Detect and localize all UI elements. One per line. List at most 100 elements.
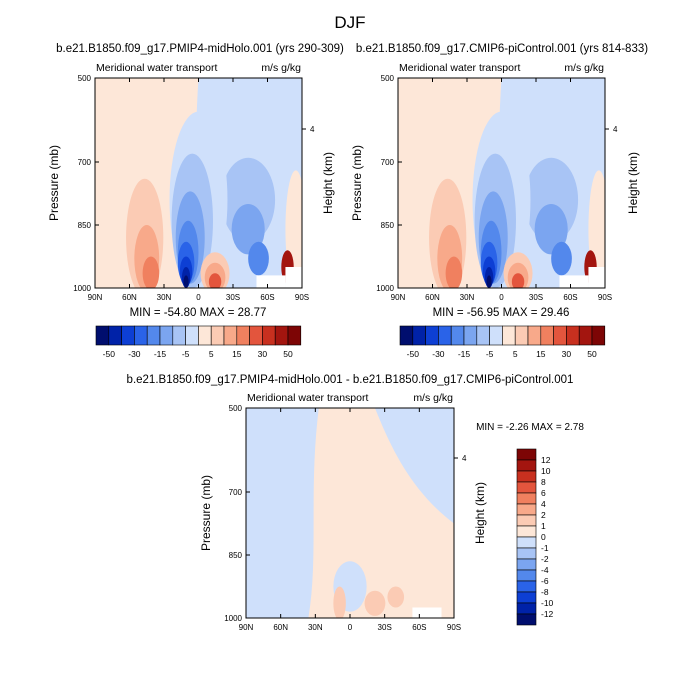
height-tick-label: 4 xyxy=(613,125,618,134)
x-tick-label: 90N xyxy=(88,293,103,302)
y-tick-label: 850 xyxy=(381,221,395,230)
colorbar-swatch xyxy=(236,325,250,346)
colorbar-swatch xyxy=(159,325,174,346)
colorbar-label: -50 xyxy=(103,349,116,359)
contour-blue xyxy=(183,275,189,288)
colorbar-label: -8 xyxy=(541,587,549,597)
colorbar-label: -12 xyxy=(541,609,554,619)
y-tick-label: 700 xyxy=(78,158,92,167)
contour-red xyxy=(445,256,463,288)
colorbar-swatch xyxy=(540,325,554,346)
panel-difference: b.e21.B1850.f09_g17.PMIP4-midHolo.001 - … xyxy=(127,374,584,619)
x-tick-label: 0 xyxy=(499,293,504,302)
contour-red xyxy=(364,590,386,616)
panel-title: b.e21.B1850.f09_g17.CMIP6-piControl.001 … xyxy=(356,43,648,55)
colorbar-label: 30 xyxy=(258,349,268,359)
negative-region xyxy=(374,408,454,524)
x-tick-label: 30N xyxy=(308,623,323,632)
missing-region xyxy=(285,267,302,288)
colorbar-label: -10 xyxy=(541,598,554,608)
contour-red xyxy=(511,273,525,288)
x-tick-label: 30N xyxy=(157,293,172,302)
missing-region xyxy=(256,275,286,288)
y-axis-label: Pressure (mb) xyxy=(199,475,213,551)
colorbar-swatch xyxy=(516,481,537,494)
colorbar-swatch xyxy=(108,325,122,346)
y-tick-label: 1000 xyxy=(73,284,91,293)
colorbar-swatch xyxy=(210,325,225,346)
x-tick-label: 90S xyxy=(295,293,309,302)
colorbar-label: -4 xyxy=(541,565,549,575)
contour-red xyxy=(142,256,160,288)
y-tick-label: 850 xyxy=(229,551,243,560)
colorbar-swatch xyxy=(399,325,414,346)
x-tick-label: 30N xyxy=(460,293,475,302)
colorbar-label: 15 xyxy=(536,349,546,359)
colorbar-swatch xyxy=(463,325,478,346)
y-tick-label: 700 xyxy=(229,488,243,497)
panel-units-label: m/s g/kg xyxy=(261,62,301,74)
panel-midholo: b.e21.B1850.f09_g17.PMIP4-midHolo.001 (y… xyxy=(47,43,344,319)
contour-blue xyxy=(231,204,265,255)
y-tick-label: 500 xyxy=(229,404,243,413)
colorbar-swatch xyxy=(527,325,542,346)
colorbar-swatch xyxy=(516,547,537,560)
contour-blue xyxy=(534,204,568,255)
contour-red xyxy=(333,586,346,618)
panel-picontrol: b.e21.B1850.f09_g17.CMIP6-piControl.001 … xyxy=(350,43,648,319)
x-tick-label: 0 xyxy=(196,293,201,302)
colorbar-swatch xyxy=(516,591,537,604)
colorbar-swatch xyxy=(516,536,537,549)
contour-field xyxy=(398,78,605,288)
colorbar-label: -15 xyxy=(458,349,471,359)
colorbar-swatch xyxy=(412,325,426,346)
height-tick-label: 4 xyxy=(462,454,467,463)
figure-title: DJF xyxy=(334,13,365,32)
x-tick-label: 90N xyxy=(239,623,254,632)
x-tick-label: 60S xyxy=(563,293,577,302)
y-axis-right-label: Height (km) xyxy=(321,152,335,214)
contour-field xyxy=(95,78,302,288)
x-tick-label: 30S xyxy=(378,623,392,632)
colorbar-swatch xyxy=(95,325,110,346)
contour-red xyxy=(208,273,222,288)
colorbar-swatch xyxy=(516,514,537,527)
colorbar-label: -2 xyxy=(541,554,549,564)
y-axis-label: Pressure (mb) xyxy=(47,145,61,221)
colorbar-swatch xyxy=(591,325,606,346)
colorbar-swatch xyxy=(146,325,161,346)
colorbar-label: 30 xyxy=(562,349,572,359)
y-tick-label: 850 xyxy=(78,221,92,230)
negative-region xyxy=(246,408,319,618)
x-tick-label: 30S xyxy=(226,293,240,302)
colorbar-swatch xyxy=(502,325,516,346)
colorbar-label: 5 xyxy=(209,349,214,359)
colorbar-label: 8 xyxy=(541,477,546,487)
y-tick-label: 500 xyxy=(78,74,92,83)
colorbar-swatch xyxy=(516,580,537,593)
colorbar-swatch xyxy=(476,325,490,346)
x-tick-label: 90S xyxy=(447,623,461,632)
colorbar-label: 15 xyxy=(232,349,242,359)
height-tick-label: 4 xyxy=(310,125,315,134)
contour-field xyxy=(246,408,454,618)
x-tick-label: 0 xyxy=(348,623,353,632)
colorbar-swatch xyxy=(223,325,238,346)
colorbar-label: 0 xyxy=(541,532,546,542)
colorbar-swatch xyxy=(516,470,537,483)
x-tick-label: 60N xyxy=(273,623,288,632)
colorbar-swatch xyxy=(287,325,302,346)
colorbar-swatch xyxy=(262,325,276,346)
colorbar-swatch xyxy=(450,325,465,346)
colorbar-label: -6 xyxy=(541,576,549,586)
colorbar-swatch xyxy=(516,503,537,516)
x-tick-label: 60N xyxy=(122,293,137,302)
colorbar-swatch xyxy=(516,492,537,505)
panel-left-label: Meridional water transport xyxy=(399,62,520,74)
panel-title: b.e21.B1850.f09_g17.PMIP4-midHolo.001 - … xyxy=(127,374,574,386)
colorbar-swatch xyxy=(438,325,452,346)
colorbar-swatch xyxy=(516,602,537,615)
x-tick-label: 90S xyxy=(598,293,612,302)
min-max-text: MIN = -56.95 MAX = 29.46 xyxy=(433,307,570,319)
min-max-text: MIN = -54.80 MAX = 28.77 xyxy=(130,307,267,319)
